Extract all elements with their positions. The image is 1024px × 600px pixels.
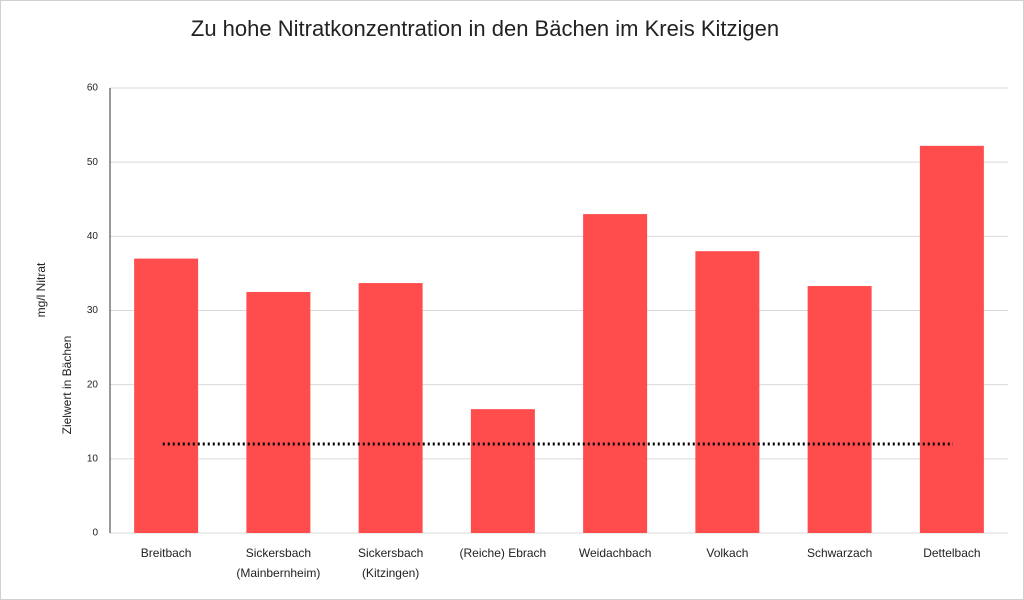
bar — [358, 283, 423, 533]
x-tick-label: Sickersbach — [358, 546, 423, 560]
bar — [919, 145, 984, 533]
y-tick-label: 40 — [87, 231, 99, 242]
x-tick-label: Dettelbach — [923, 546, 980, 560]
x-tick-label: Volkach — [706, 546, 748, 560]
target-label: Zielwert in Bächen — [60, 336, 74, 435]
x-tick-label: (Kitzingen) — [362, 566, 419, 580]
x-tick-label: Sickersbach — [246, 546, 311, 560]
bar — [695, 251, 760, 533]
x-tick-label: Weidachbach — [579, 546, 652, 560]
bar — [583, 214, 648, 534]
x-tick-label: (Reiche) Ebrach — [460, 546, 547, 560]
y-tick-label: 10 — [87, 453, 99, 464]
y-tick-label: 0 — [92, 528, 98, 539]
y-axis-label: mg/l Nitrat — [34, 262, 48, 317]
bar — [470, 409, 535, 533]
chart-title: Zu hohe Nitratkonzentration in den Bäche… — [191, 16, 779, 41]
y-tick-label: 20 — [87, 379, 99, 390]
x-tick-label: Breitbach — [141, 546, 192, 560]
bar — [246, 291, 311, 533]
bar — [134, 258, 199, 533]
x-tick-label: Schwarzach — [807, 546, 872, 560]
y-tick-label: 60 — [87, 83, 99, 94]
bar — [807, 286, 872, 533]
x-tick-label: (Mainbernheim) — [236, 566, 320, 580]
y-tick-label: 30 — [87, 305, 99, 316]
y-tick-label: 50 — [87, 157, 99, 168]
